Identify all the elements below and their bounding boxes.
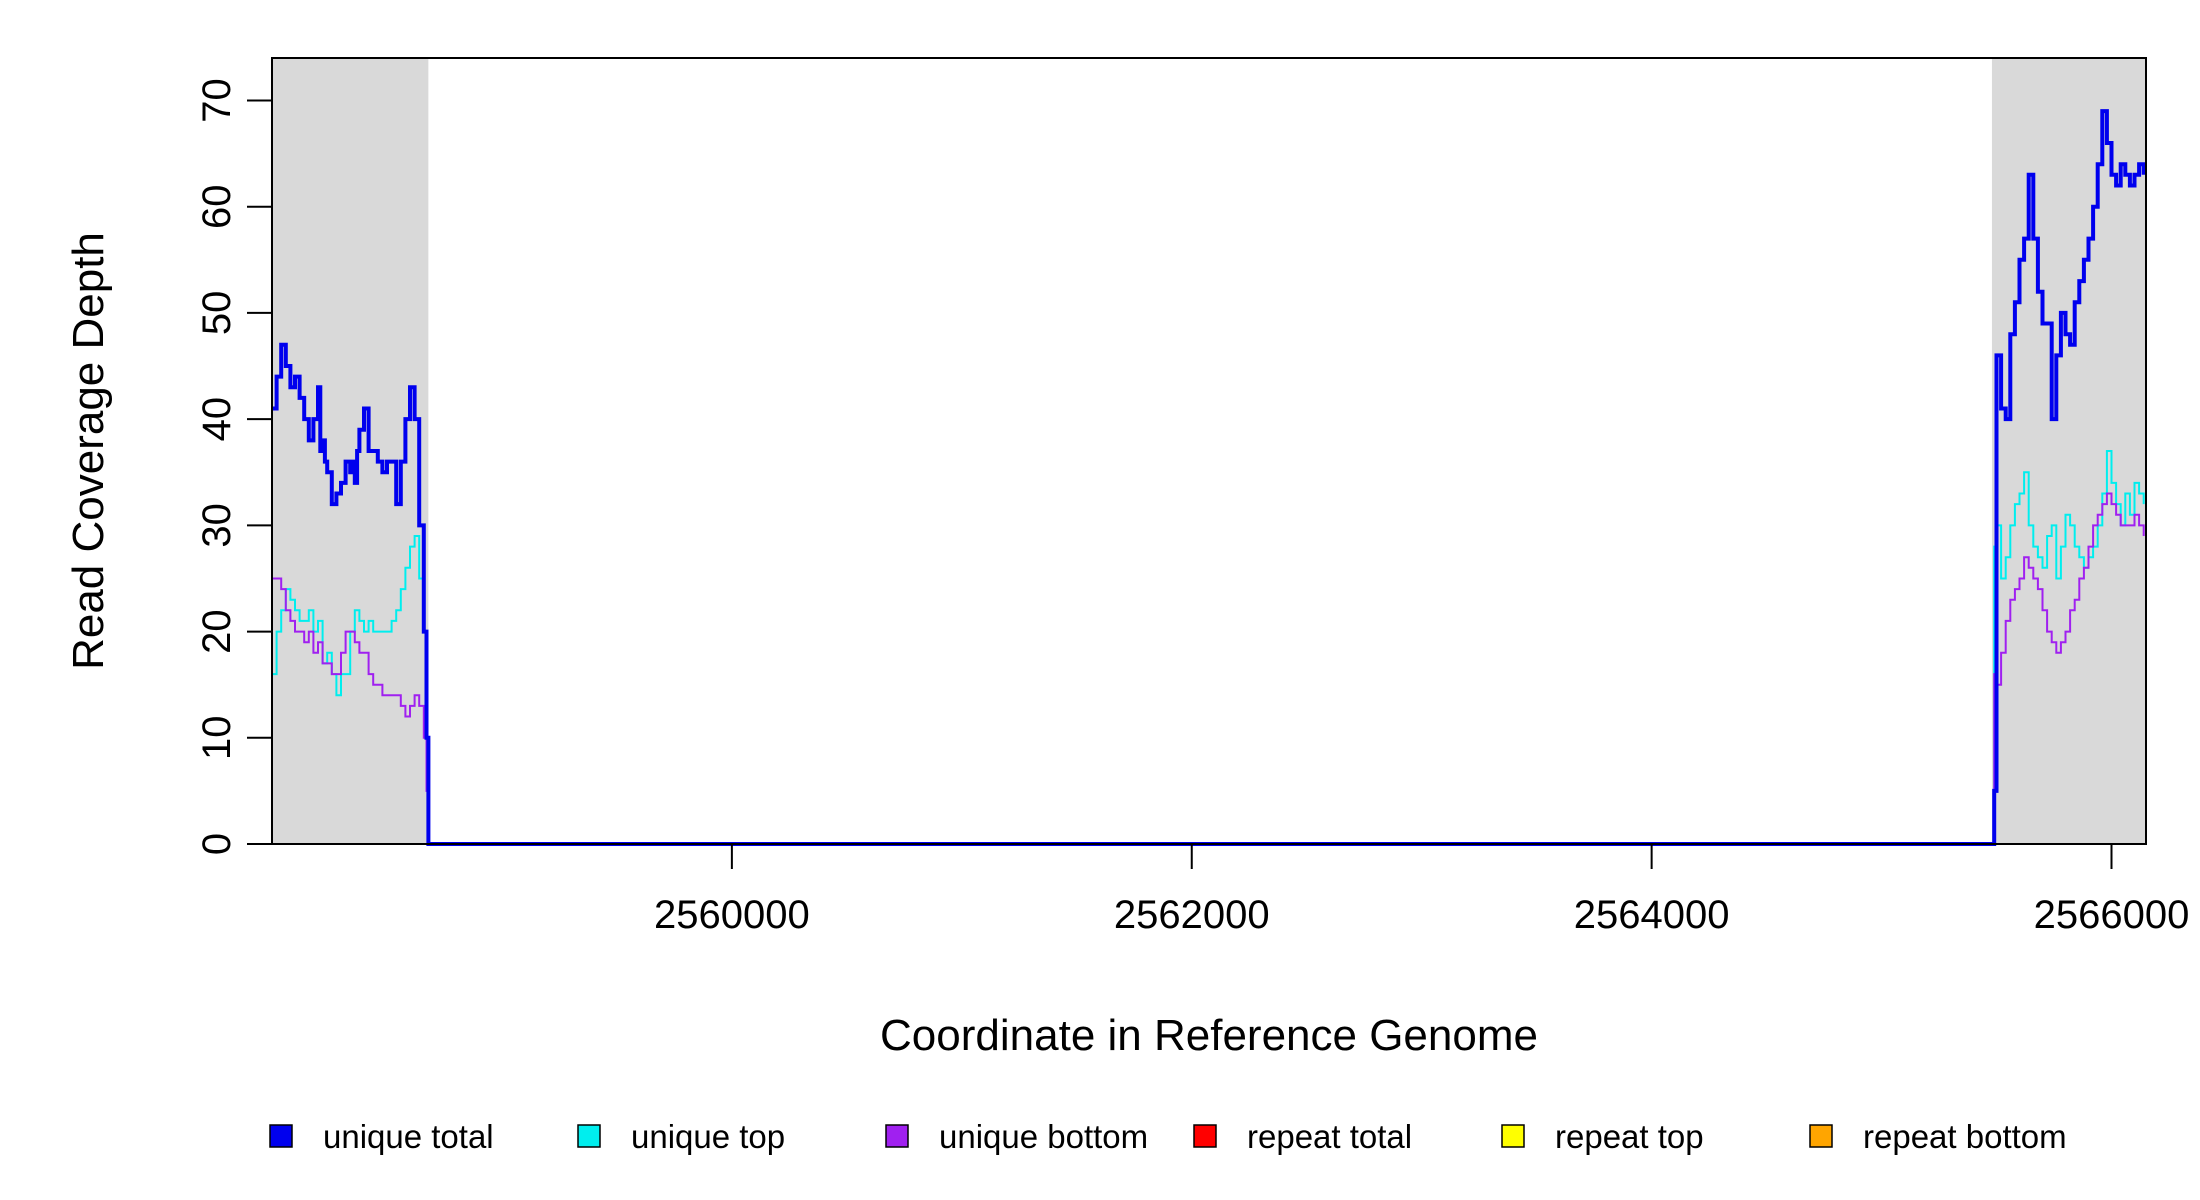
y-tick-label: 30 [195,503,239,548]
series-line-unique-total [272,109,2146,846]
legend-swatch-repeat-top [1501,1124,1525,1148]
series-layer [272,109,2146,846]
legend-label-unique-total: unique total [323,1118,494,1155]
y-tick-label: 60 [195,184,239,229]
legend-label-repeat-top: repeat top [1555,1118,1704,1155]
series-line-unique-bottom [272,492,2145,845]
x-axis-title: Coordinate in Reference Genome [880,1011,1538,1060]
y-tick-label: 40 [195,397,239,442]
legend: unique total unique top unique bottom repea… [269,1118,2067,1155]
legend-swatch-unique-top [577,1124,601,1148]
legend-swatch-unique-bottom [885,1124,909,1148]
x-tick-label: 2566000 [2034,893,2190,937]
legend-label-repeat-total: repeat total [1247,1118,1412,1155]
y-tick-label: 0 [195,833,239,855]
y-tick-label: 10 [195,716,239,761]
y-tick-label: 70 [195,78,239,123]
legend-label-repeat-bottom: repeat bottom [1863,1118,2067,1155]
legend-label-unique-bottom: unique bottom [939,1118,1148,1155]
y-tick-label: 20 [195,609,239,654]
y-tick-label: 50 [195,291,239,336]
x-tick-label: 2564000 [1574,893,1730,937]
series-line-unique-top [272,450,2145,845]
x-tick-label: 2562000 [1114,893,1270,937]
x-tick-label: 2560000 [654,893,810,937]
legend-swatch-unique-total [269,1124,293,1148]
y-axis-title: Read Coverage Depth [64,232,113,670]
legend-label-unique-top: unique top [631,1118,785,1155]
legend-swatch-repeat-bottom [1809,1124,1833,1148]
axes: 0 10 20 30 40 50 60 70 2560000 2562000 2564000 2566… [195,78,2189,937]
legend-swatch-repeat-total [1193,1124,1217,1148]
shaded-region-2 [1991,58,2146,844]
shaded-region-1 [272,58,429,844]
plot-frame [271,57,2147,845]
shaded-regions [272,58,2146,844]
